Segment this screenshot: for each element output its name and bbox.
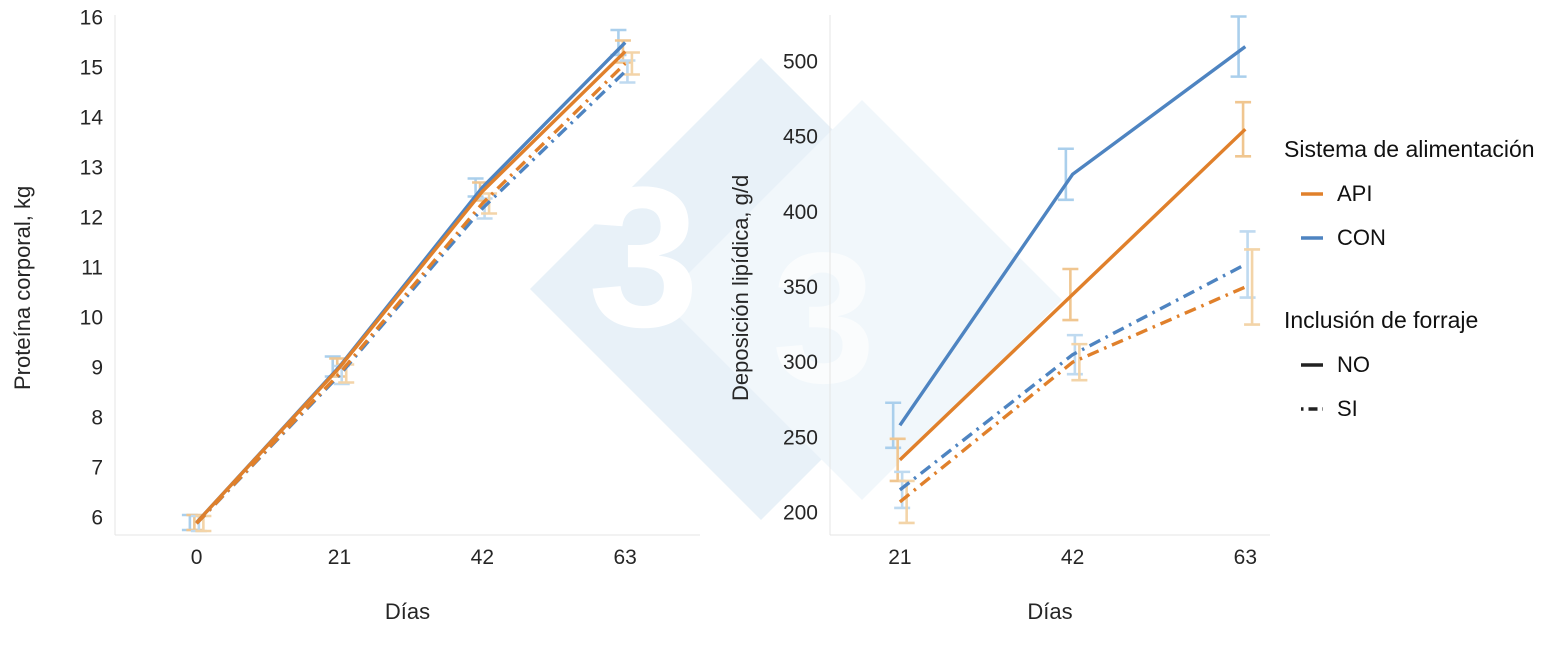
y-tick-label: 400 [783, 201, 818, 224]
y-tick-label: 16 [80, 7, 103, 30]
x-tick-label: 0 [191, 546, 203, 569]
legend-key-no-icon [1298, 357, 1326, 373]
x-tick-label: 63 [613, 546, 636, 569]
x-tick-label: 21 [328, 546, 351, 569]
legend-title-feeding-system: Sistema de alimentación [1284, 136, 1535, 162]
legend-item-no: NO [1298, 352, 1561, 378]
legend-key-con-icon [1298, 230, 1326, 246]
legend-label-api: API [1337, 181, 1373, 206]
y-tick-label: 10 [80, 307, 103, 330]
series-line-api-si [898, 285, 1246, 504]
body-protein-chart-panel: Proteína corporal, kg 6 7 8 9 10 11 12 13 14 15 16… [0, 0, 740, 654]
legend-title-forage-inclusion: Inclusión de forraje [1284, 307, 1479, 333]
lipid-deposition-chart-panel: Deposición lipídica, g/d 200 250 300 350 400… [728, 0, 1280, 654]
legend-key-api-icon [1298, 186, 1326, 202]
y-tick-label: 12 [80, 207, 103, 230]
x-axis-title-days-right: Días [1027, 599, 1073, 624]
legend-group-forage-inclusion: Inclusión de forraje NO SI [1284, 307, 1561, 422]
x-axis-title-days-left: Días [384, 599, 431, 624]
y-tick-label: 13 [80, 157, 103, 180]
x-tick-label: 42 [1061, 546, 1084, 569]
series-line-con-si [195, 70, 627, 525]
y-tick-label: 200 [783, 501, 818, 524]
watermark-digit: 3 [588, 146, 700, 369]
y-tick-label: 9 [91, 357, 103, 380]
y-tick-label: 11 [81, 257, 103, 280]
body-protein-chart: 6 7 8 9 10 11 12 13 14 15 16 0 21 42 63 [80, 7, 700, 569]
legend-label-con: CON [1337, 225, 1386, 250]
y-tick-label: 8 [91, 407, 103, 430]
y-axis-title-lipid: Deposición lipídica, g/d [728, 174, 753, 401]
series-line-api-no [898, 127, 1247, 462]
y-tick-label: 500 [783, 51, 818, 74]
y-tick-label: 6 [91, 507, 103, 530]
x-tick-label: 42 [471, 546, 494, 569]
y-tick-label: 15 [80, 57, 103, 80]
y-axis-title-protein: Proteína corporal, kg [10, 185, 35, 390]
y-tick-label: 450 [783, 126, 818, 149]
series-line-api-no [195, 50, 627, 524]
legend-label-si: SI [1337, 396, 1358, 421]
legend-label-no: NO [1337, 352, 1370, 377]
y-tick-label: 7 [91, 457, 103, 480]
legend-item-si: SI [1298, 396, 1561, 422]
y-tick-label: 14 [80, 107, 104, 130]
y-tick-label: 250 [783, 426, 818, 449]
x-tick-label: 63 [1234, 546, 1257, 569]
y-tick-label: 300 [783, 351, 818, 374]
series-line-con-si [898, 262, 1247, 492]
x-tick-label: 21 [888, 546, 911, 569]
legend: Sistema de alimentación API CON Inclusió… [1284, 136, 1561, 440]
watermark-digit: 3 [772, 215, 876, 422]
legend-group-feeding-system: Sistema de alimentación API CON [1284, 136, 1561, 251]
series-line-api-si [195, 62, 627, 525]
legend-key-si-icon [1298, 401, 1326, 417]
legend-item-con: CON [1298, 225, 1561, 251]
legend-item-api: API [1298, 181, 1561, 207]
series-line-con-no [898, 45, 1247, 427]
y-tick-label: 350 [783, 276, 818, 299]
lipid-deposition-chart: 200 250 300 350 400 450 500 21 42 63 [783, 15, 1270, 569]
